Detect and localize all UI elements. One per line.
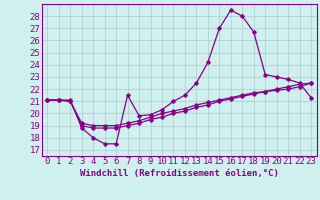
X-axis label: Windchill (Refroidissement éolien,°C): Windchill (Refroidissement éolien,°C): [80, 169, 279, 178]
